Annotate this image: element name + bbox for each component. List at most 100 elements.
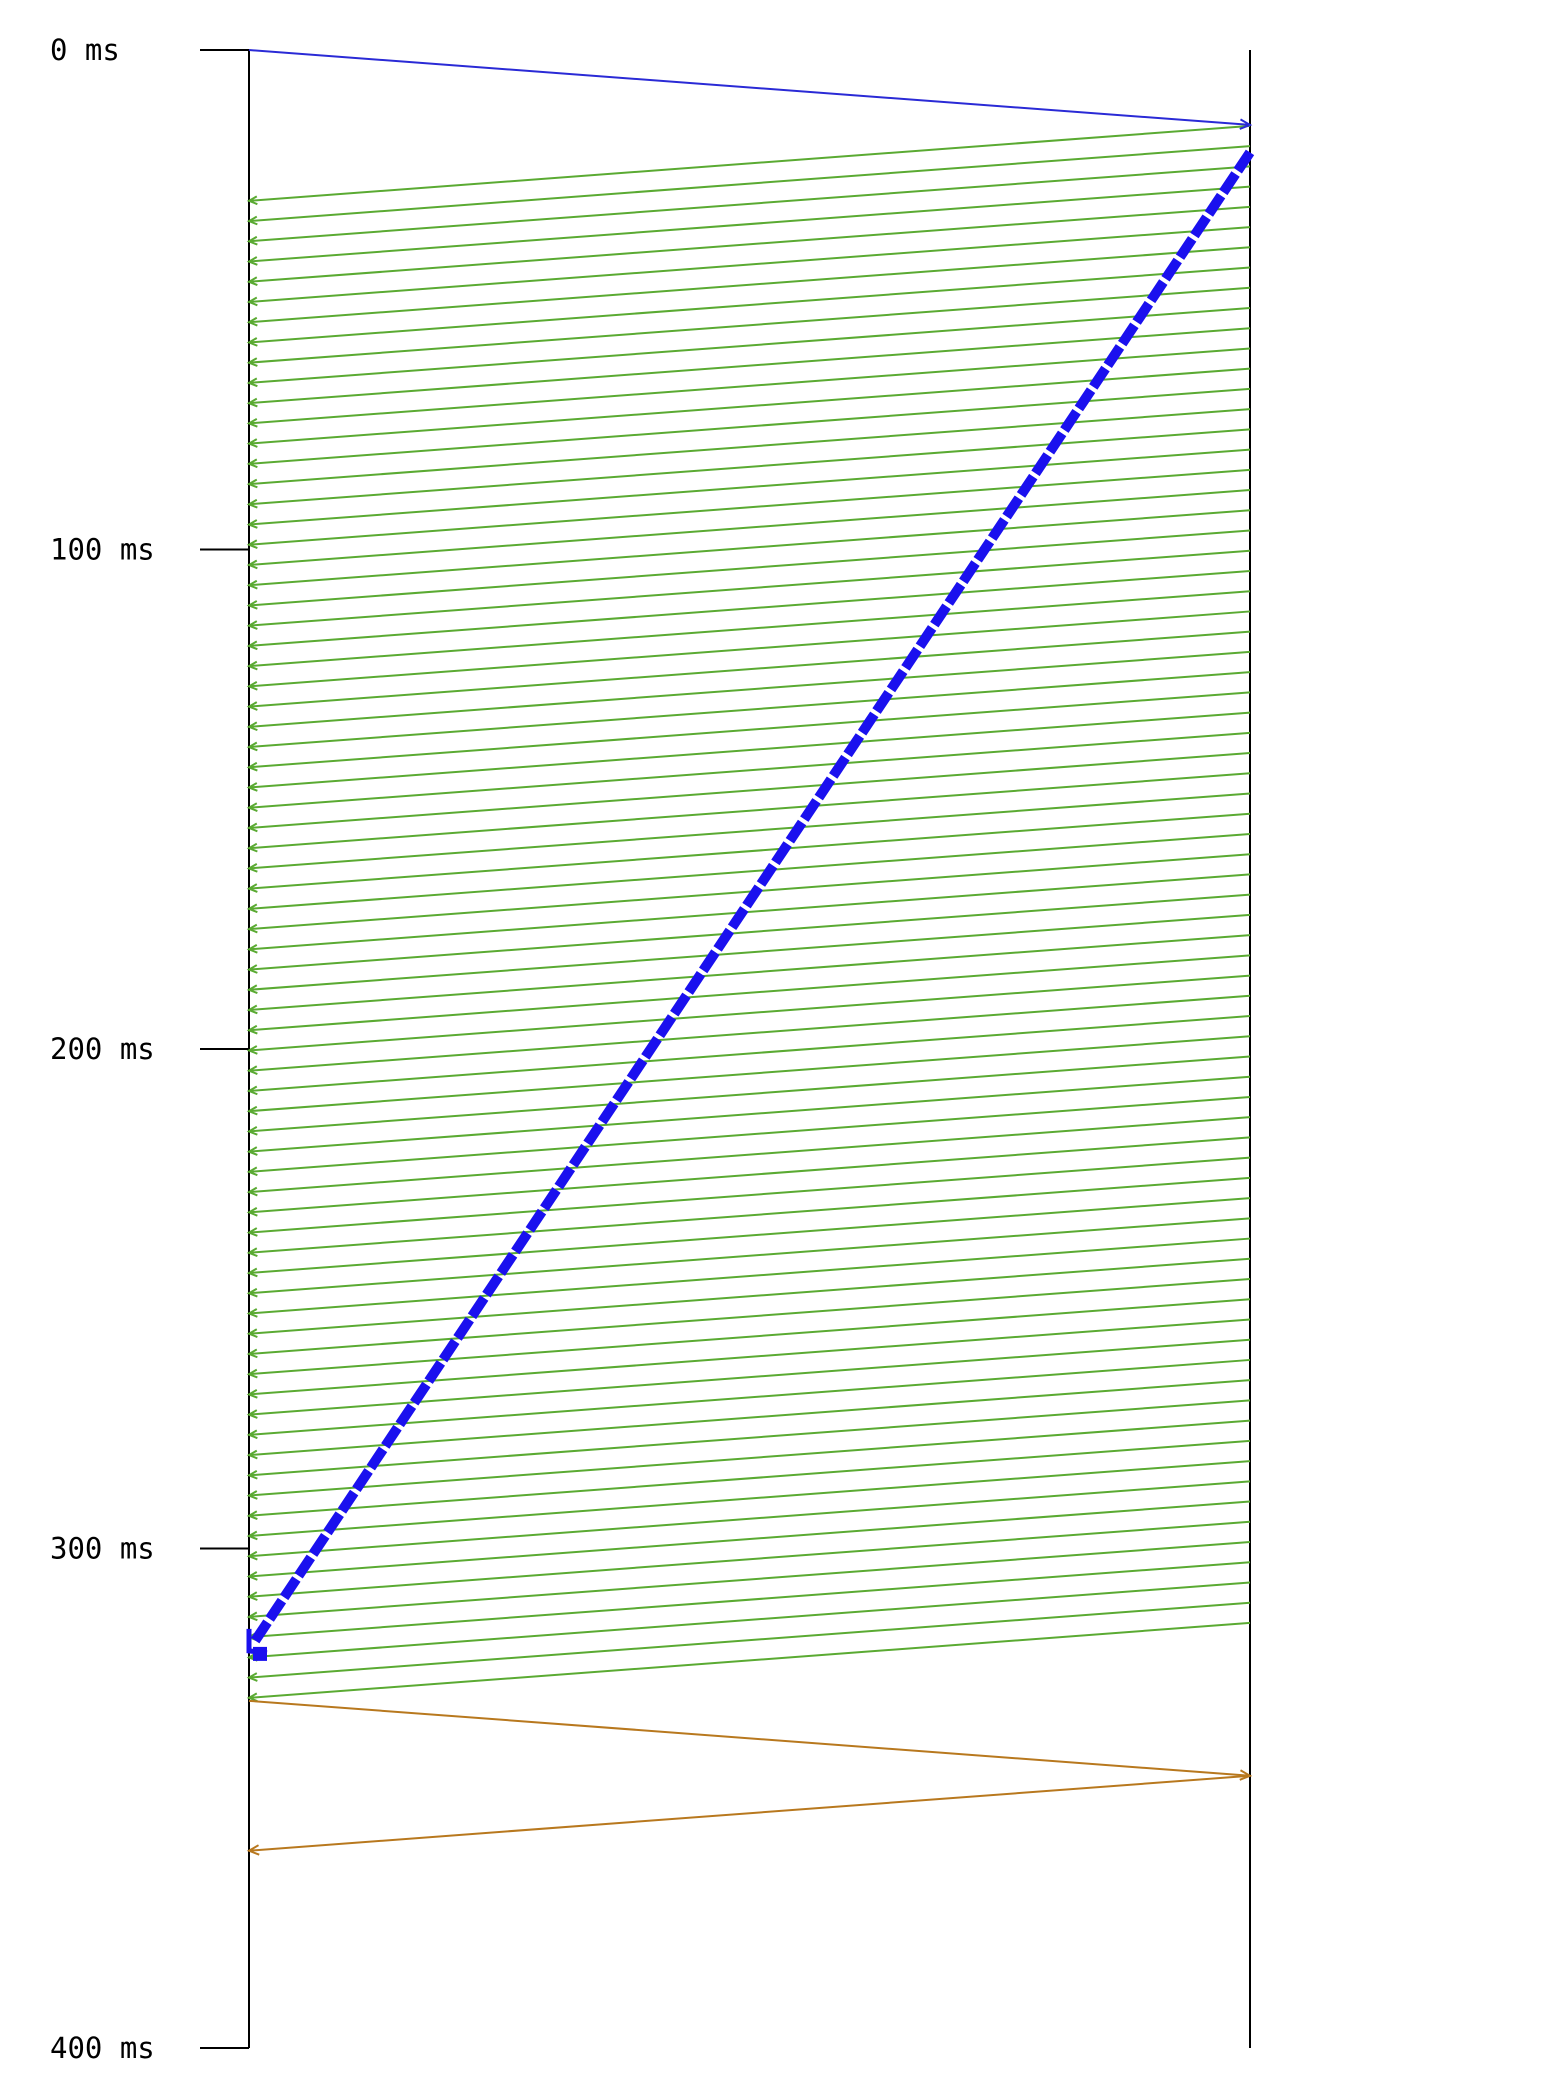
response-arrow (246, 205, 1251, 286)
response-arrow (246, 1520, 1251, 1601)
response-arrow (246, 1561, 1251, 1642)
arrowhead (246, 903, 258, 914)
arrowhead (246, 1045, 258, 1055)
arrowhead (246, 923, 258, 934)
arrowhead (246, 1348, 258, 1359)
response-arrow (246, 1581, 1251, 1662)
response-arrow (246, 590, 1251, 671)
response-arrow (246, 893, 1251, 974)
response-arrow (246, 1439, 1251, 1521)
arrowhead (246, 458, 258, 469)
arrowhead (246, 337, 258, 347)
arrowhead (246, 1186, 258, 1197)
arrowhead (246, 1004, 258, 1015)
response-arrow (246, 1095, 1251, 1177)
arrowhead (246, 539, 258, 549)
response-arrow (246, 1075, 1251, 1156)
response-arrow (246, 1419, 1251, 1500)
response-arrow (246, 994, 1251, 1075)
arrowhead (246, 357, 258, 367)
response-arrow (246, 226, 1251, 307)
arrowhead (246, 620, 258, 630)
arrowhead (246, 984, 258, 995)
arrowhead (246, 1085, 258, 1096)
response-arrow (246, 772, 1251, 853)
arrowhead (246, 1389, 258, 1399)
arrowhead (246, 1126, 258, 1136)
response-arrow (246, 549, 1251, 630)
arrowhead (246, 1490, 258, 1500)
response-arrow (246, 1480, 1251, 1561)
arrowhead (246, 640, 258, 651)
response-arrow (246, 630, 1251, 711)
response-arrow (246, 509, 1251, 590)
arrowhead (246, 1591, 258, 1601)
response-arrow (246, 1156, 1251, 1237)
arrowhead (246, 1146, 258, 1156)
response-arrow (246, 347, 1251, 428)
response-arrow (246, 246, 1251, 327)
response-arrow (246, 185, 1251, 266)
time-axis: 0 ms 100 ms 200 ms 300 ms 400 ms (50, 33, 249, 2065)
response-arrow (246, 1298, 1251, 1379)
arrowhead (246, 600, 258, 610)
arrowhead (246, 1672, 258, 1682)
arrowhead (246, 397, 258, 408)
arrowhead (246, 1065, 258, 1075)
axis-tick-label: 0 ms (50, 33, 120, 67)
arrowhead (246, 195, 258, 206)
response-arrow (246, 752, 1251, 833)
arrowhead (246, 418, 258, 428)
arrowhead (246, 519, 258, 529)
response-arrow (246, 448, 1251, 529)
arrowhead (246, 276, 258, 286)
arrowhead (246, 883, 258, 893)
arrowhead (246, 377, 258, 388)
response-arrow (246, 954, 1251, 1035)
arrowhead (246, 1844, 260, 1856)
response-arrow (246, 1318, 1251, 1399)
handshake-out-arrow (248, 1699, 1253, 1781)
response-arrow (246, 124, 1251, 206)
response-arrow (246, 1197, 1251, 1278)
response-arrow (246, 1358, 1251, 1440)
arrowhead (246, 1166, 258, 1177)
response-arrow (246, 1035, 1251, 1116)
response-arrow (246, 832, 1251, 914)
arrowhead (246, 1227, 258, 1237)
arrowhead (246, 1530, 258, 1541)
response-arrow (246, 1055, 1251, 1136)
response-arrow (246, 1217, 1251, 1298)
response-arrow (246, 165, 1251, 246)
arrowhead (246, 1571, 258, 1581)
message-arrows (246, 49, 1255, 1856)
response-arrow (246, 1541, 1251, 1622)
response-arrow (246, 1460, 1251, 1541)
stream-arrow (246, 149, 1255, 1661)
handshake-back-arrow (246, 1774, 1251, 1856)
arrowhead (246, 863, 258, 873)
arrowhead (246, 1328, 258, 1338)
response-arrow (246, 1116, 1251, 1197)
response-arrow (246, 387, 1251, 469)
arrowhead (246, 1550, 258, 1561)
axis-tick-label: 400 ms (50, 2031, 155, 2065)
response-arrow (246, 691, 1251, 772)
arrowhead (246, 256, 258, 266)
response-arrow (246, 1015, 1251, 1096)
arrowhead (246, 721, 258, 732)
arrowhead (246, 943, 258, 954)
arrowhead (246, 1692, 258, 1703)
response-arrow (246, 731, 1251, 812)
response-arrow (246, 327, 1251, 408)
stream-end-marker (253, 1646, 267, 1661)
arrowhead (246, 802, 258, 812)
response-arrow (246, 286, 1251, 367)
arrowhead (246, 1429, 258, 1440)
arrowhead (246, 559, 258, 570)
response-arrow (246, 711, 1251, 792)
response-arrow (246, 489, 1251, 570)
response-arrow (246, 1500, 1251, 1581)
arrowhead (246, 660, 258, 671)
